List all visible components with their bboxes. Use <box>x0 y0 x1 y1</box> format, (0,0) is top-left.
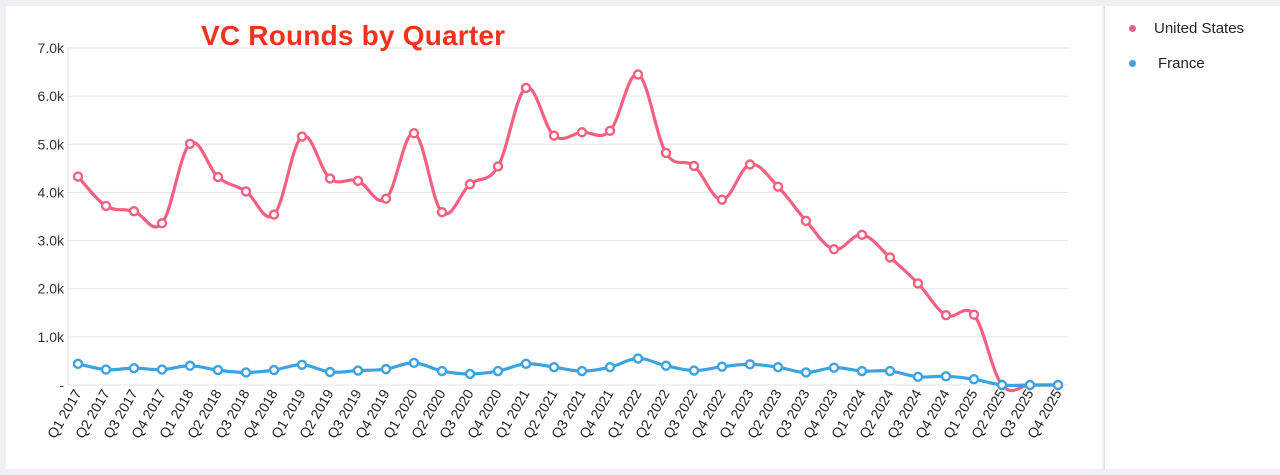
data-point-france <box>968 374 980 385</box>
y-tick-label: 3.0k <box>38 233 65 249</box>
y-tick-label: 1.0k <box>38 329 65 345</box>
data-point-france <box>912 371 924 383</box>
data-point-france <box>380 363 392 375</box>
data-point-france <box>72 358 84 370</box>
data-point-united-states <box>940 309 952 321</box>
y-tick-label: 4.0k <box>38 184 65 200</box>
data-point-france <box>352 365 364 376</box>
data-point-france <box>996 379 1008 391</box>
data-point-united-states <box>324 173 336 184</box>
legend-item-france[interactable]: France <box>1129 55 1205 72</box>
data-point-united-states <box>884 252 896 263</box>
legend-item-united-states[interactable]: United States <box>1129 20 1244 37</box>
data-point-united-states <box>408 128 420 139</box>
legend-marker-united-states <box>1129 25 1136 32</box>
data-point-united-states <box>548 130 560 141</box>
data-point-france <box>436 365 448 377</box>
data-point-france <box>800 367 812 378</box>
chart-panel: VC Rounds by Quarter - 1.0k 2.0k 3.0k 4.0k 5.… <box>6 6 1102 469</box>
data-point-united-states <box>800 215 812 227</box>
data-point-france <box>212 364 224 376</box>
data-point-united-states <box>436 206 448 218</box>
legend-label-united-states: United States <box>1154 20 1245 37</box>
data-point-france <box>520 358 532 370</box>
data-point-france <box>408 357 420 369</box>
data-point-united-states <box>296 131 308 142</box>
data-point-france <box>128 362 140 374</box>
data-point-france <box>660 360 672 371</box>
data-point-united-states <box>520 82 532 94</box>
data-point-france <box>744 359 756 370</box>
data-point-france <box>772 361 784 373</box>
series-line-france <box>76 356 1060 388</box>
data-point-united-states <box>464 179 476 190</box>
y-tick-label: 7.0k <box>38 40 65 56</box>
data-point-united-states <box>828 244 840 255</box>
legend: United States France <box>1104 6 1280 469</box>
data-point-france <box>296 359 308 370</box>
data-point-united-states <box>240 186 252 197</box>
data-point-united-states <box>856 229 868 240</box>
data-point-united-states <box>380 193 392 204</box>
data-point-united-states <box>492 161 504 172</box>
data-point-france <box>828 362 840 373</box>
data-point-united-states <box>128 206 140 217</box>
series-line-united-states <box>76 72 1060 393</box>
data-point-united-states <box>156 218 168 229</box>
y-tick-label: 5.0k <box>38 136 65 152</box>
data-point-united-states <box>268 209 280 220</box>
data-point-united-states <box>744 159 756 170</box>
data-point-france <box>884 365 896 377</box>
data-point-france <box>856 365 868 377</box>
legend-marker-france <box>1129 60 1136 67</box>
data-point-united-states <box>912 278 924 289</box>
data-point-united-states <box>660 147 672 159</box>
data-point-france <box>184 360 196 371</box>
data-point-france <box>604 361 616 373</box>
data-point-france <box>632 353 644 364</box>
data-point-united-states <box>968 309 980 320</box>
data-point-france <box>324 366 336 378</box>
data-point-france <box>240 367 252 378</box>
data-point-france <box>576 365 588 377</box>
data-point-united-states <box>212 171 224 183</box>
data-point-united-states <box>604 125 616 137</box>
data-point-united-states <box>632 69 644 80</box>
data-point-united-states <box>688 160 700 172</box>
data-point-france <box>688 365 700 376</box>
data-point-united-states <box>184 138 196 150</box>
data-point-france <box>940 371 952 382</box>
data-point-france <box>100 364 112 375</box>
legend-label-france: France <box>1158 55 1205 72</box>
data-point-france <box>156 364 168 375</box>
data-point-united-states <box>772 181 784 192</box>
chart-title: VC Rounds by Quarter <box>201 20 506 51</box>
y-tick-label: 6.0k <box>38 88 65 104</box>
data-point-france <box>492 365 504 377</box>
y-tick-label: - <box>59 377 64 393</box>
data-point-united-states <box>576 127 588 138</box>
data-point-united-states <box>716 194 728 205</box>
data-point-france <box>1024 379 1036 391</box>
data-point-france <box>716 361 728 372</box>
data-point-united-states <box>100 200 112 212</box>
data-point-united-states <box>72 171 84 182</box>
y-tick-label: 2.0k <box>38 281 65 297</box>
data-point-france <box>548 361 560 373</box>
data-point-france <box>268 364 280 376</box>
data-point-united-states <box>352 175 364 187</box>
data-point-france <box>1052 379 1064 391</box>
data-point-france <box>464 368 476 380</box>
